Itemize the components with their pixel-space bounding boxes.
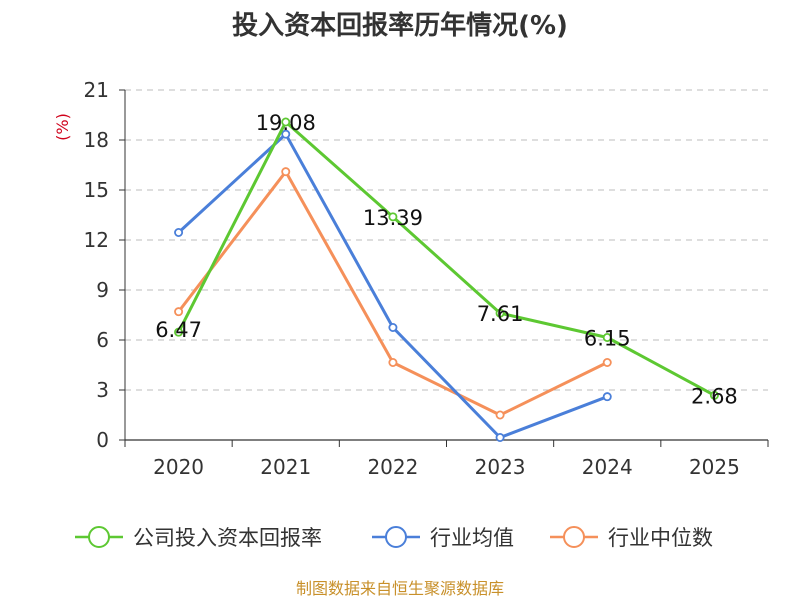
data-point [388, 357, 398, 367]
series-line [177, 132, 609, 439]
grid-lines [125, 89, 768, 391]
legend-item-2: 行业中位数 [550, 526, 713, 550]
data-label: 19.08 [256, 111, 316, 135]
x-tick-label: 2022 [367, 455, 418, 479]
data-point [281, 129, 291, 139]
axes: 0 3 6 9 12 15 18 21 2020 2021 2022 2023 2024 2025 [84, 78, 769, 479]
series-0 [174, 117, 719, 400]
data-label: 2.68 [691, 384, 738, 408]
data-label: 7.61 [477, 302, 524, 326]
data-point [388, 322, 398, 332]
data-point [495, 308, 505, 318]
data-point [602, 332, 612, 342]
y-tick-label: 18 [84, 128, 109, 152]
legend-circle-marker [563, 526, 585, 548]
x-tick-label: 2020 [153, 455, 204, 479]
legend-label: 公司投入资本回报率 [133, 526, 322, 550]
data-point [281, 117, 291, 127]
data-point [602, 392, 612, 402]
data-point [174, 307, 184, 317]
y-tick-label: 0 [96, 428, 109, 452]
legend-label: 行业均值 [430, 526, 514, 550]
y-tick-label: 21 [84, 78, 109, 102]
y-axis-unit-label: (%) [53, 113, 72, 141]
data-point [174, 327, 184, 337]
data-labels: 6.47 19.08 13.39 7.61 6.15 2.68 [155, 111, 738, 408]
data-label: 13.39 [363, 206, 423, 230]
x-tick-label: 2021 [260, 455, 311, 479]
data-point [602, 357, 612, 367]
y-tick-label: 3 [96, 378, 109, 402]
y-tick-label: 9 [96, 278, 109, 302]
source-note: 制图数据来自恒生聚源数据库 [296, 579, 504, 598]
series-1 [174, 129, 612, 442]
x-tick-label: 2023 [475, 455, 526, 479]
legend-circle-marker [88, 526, 110, 548]
data-label: 6.15 [584, 327, 631, 351]
data-point [174, 227, 184, 237]
data-point [495, 410, 505, 420]
legend-item-0: 公司投入资本回报率 [75, 526, 322, 550]
series-line [177, 120, 716, 397]
x-tick-label: 2024 [582, 455, 633, 479]
data-point [281, 167, 291, 177]
data-point [388, 212, 398, 222]
y-tick-label: 6 [96, 328, 109, 352]
chart-title: 投入资本回报率历年情况(%) [232, 10, 568, 41]
y-tick-label: 12 [84, 228, 109, 252]
data-point [495, 432, 505, 442]
legend: 公司投入资本回报率 行业均值 行业中位数 [75, 526, 713, 550]
data-label: 6.47 [155, 318, 202, 342]
legend-item-1: 行业均值 [372, 526, 514, 550]
series-2 [174, 167, 612, 420]
legend-circle-marker [385, 526, 407, 548]
data-point [709, 390, 719, 400]
series-layer [174, 117, 719, 442]
legend-label: 行业中位数 [608, 526, 713, 550]
y-tick-label: 15 [84, 178, 109, 202]
x-tick-label: 2025 [689, 455, 740, 479]
